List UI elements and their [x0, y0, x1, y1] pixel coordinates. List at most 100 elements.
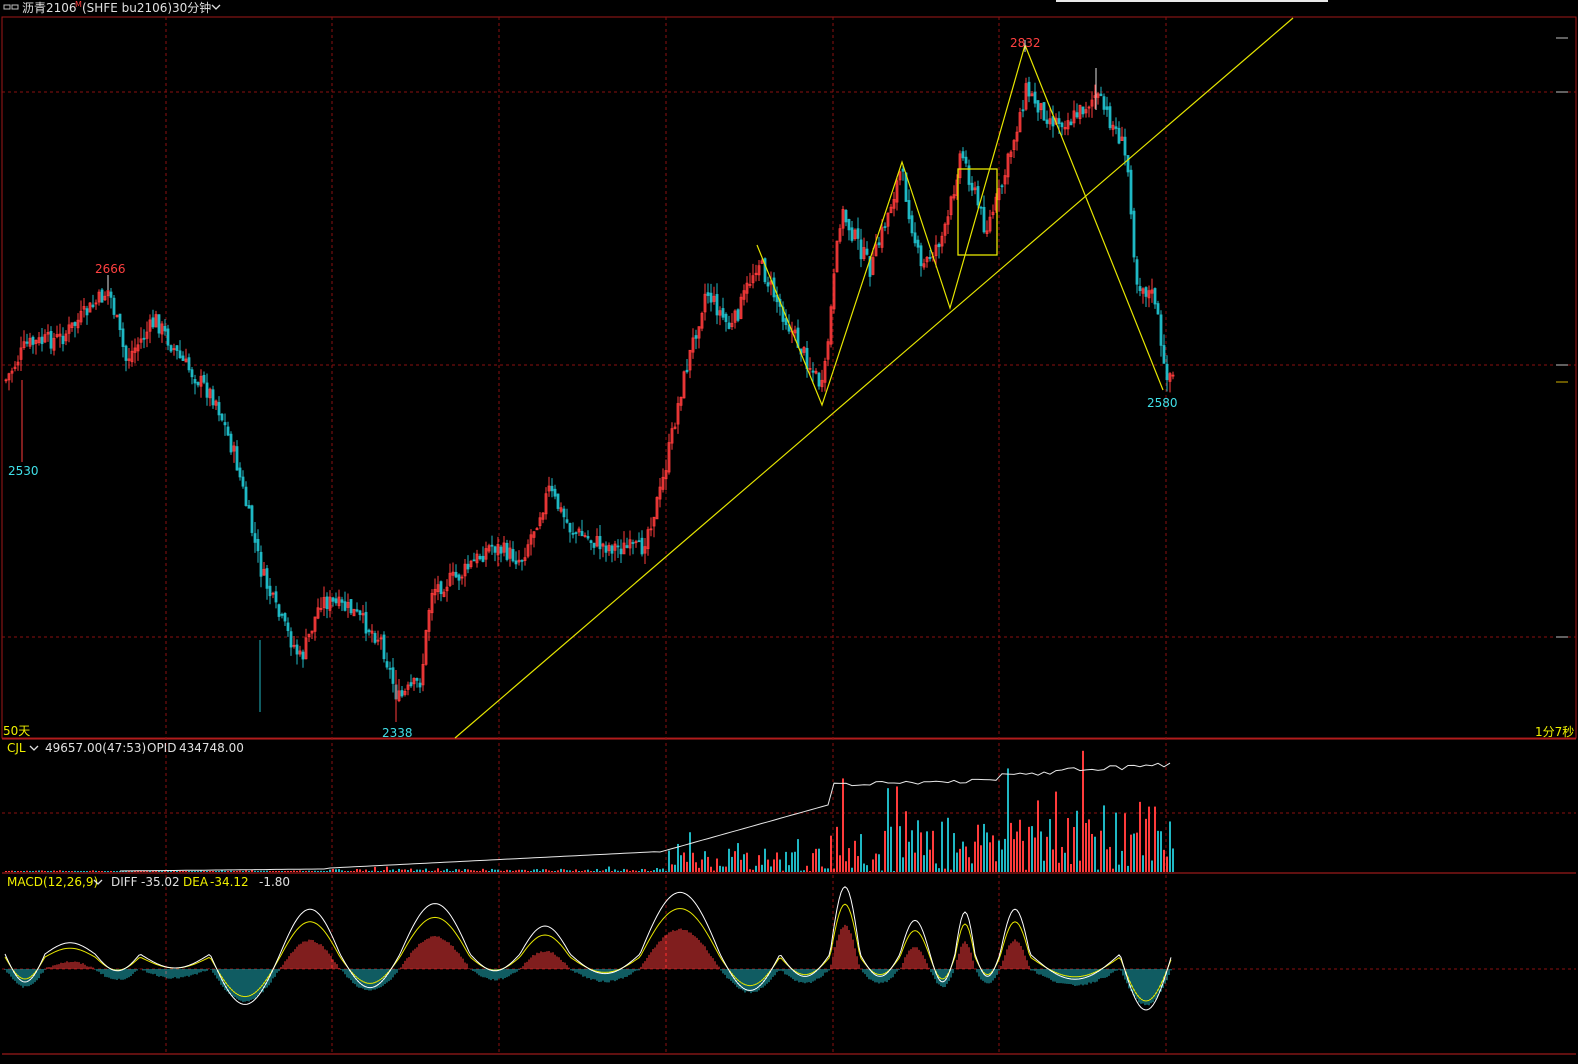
volume-bar [815, 848, 817, 872]
volume-bar [536, 869, 538, 872]
candle-body [844, 209, 848, 223]
candle-body [484, 548, 488, 560]
candle-body [1135, 259, 1139, 285]
candle-body [409, 682, 413, 687]
volume-bar [884, 830, 886, 872]
volume-indicator-name[interactable]: CJL [7, 741, 26, 755]
volume-bar [146, 871, 148, 872]
window-restore-icon[interactable] [3, 1, 19, 17]
candle-body [1120, 136, 1124, 141]
highlight-box [957, 168, 998, 256]
chevron-down-icon[interactable] [93, 876, 103, 892]
volume-bar [452, 871, 454, 872]
macd-indicator-name[interactable]: MACD(12,26,9) [7, 875, 99, 889]
volume-bar [1061, 846, 1063, 872]
candle-body [397, 690, 401, 702]
volume-bar [728, 848, 730, 872]
volume-bar [488, 871, 490, 872]
candle-body [841, 209, 845, 229]
candle-body [49, 331, 53, 349]
volume-bar [470, 870, 472, 872]
volume-bar [740, 859, 742, 872]
volume-bar [464, 869, 466, 872]
candle-body [4, 379, 8, 382]
volume-bar [263, 870, 265, 872]
volume-bar [938, 868, 940, 872]
candle-body [355, 609, 359, 612]
volume-bar [809, 871, 811, 872]
candle-body [391, 667, 395, 684]
candle-body [532, 531, 536, 538]
volume-bar [242, 871, 244, 872]
candle-body [1018, 112, 1022, 133]
chevron-down-icon[interactable] [29, 742, 39, 758]
volume-bar [1034, 837, 1036, 872]
volume-bar [1100, 830, 1102, 872]
volume-bar [194, 871, 196, 872]
candle-body [868, 256, 872, 277]
candle-body [997, 188, 1001, 201]
candle-body [958, 153, 962, 179]
volume-bar [641, 868, 643, 872]
candle-body [139, 338, 143, 343]
range-left-label: 50天 [3, 724, 31, 738]
chevron-down-icon[interactable] [211, 0, 221, 18]
candle-body [199, 375, 203, 387]
volume-bar [542, 869, 544, 872]
volume-bar [128, 871, 130, 872]
candle-body [748, 284, 752, 286]
candle-body [1144, 287, 1148, 297]
candle-body [694, 335, 698, 339]
volume-bar [260, 870, 262, 872]
volume-bar [767, 859, 769, 872]
candle-body [1099, 93, 1103, 97]
candle-body [658, 486, 662, 500]
high-label-1: 2666 [95, 262, 126, 276]
volume-bar [635, 870, 637, 872]
volume-bar [992, 835, 994, 872]
volume-bar [398, 868, 400, 872]
candle-body [1036, 100, 1040, 113]
candle-body [457, 574, 461, 581]
volume-bar [644, 869, 646, 872]
candle-body [1069, 121, 1073, 126]
candle-body [808, 368, 812, 370]
volume-bar [278, 871, 280, 872]
candle-body [112, 297, 116, 315]
candle-body [640, 537, 644, 555]
volume-bar [920, 832, 922, 872]
candle-body [913, 232, 917, 244]
scroll-indicator[interactable] [1056, 0, 1328, 2]
volume-bar [314, 870, 316, 872]
volume-bar [602, 870, 604, 872]
volume-value: 49657.00(47:53) [45, 741, 147, 755]
volume-bar [53, 870, 55, 872]
volume-bar [782, 870, 784, 872]
candle-body [676, 403, 680, 425]
volume-bar [383, 870, 385, 872]
candle-body [508, 547, 512, 559]
candle-body [661, 476, 665, 490]
period-selector[interactable]: 30分钟 [172, 1, 212, 15]
candle-body [202, 374, 206, 383]
symbol-name[interactable]: 沥青2106 [22, 1, 77, 15]
candle-body [679, 396, 683, 406]
volume-bar [131, 871, 133, 872]
volume-bar [647, 871, 649, 872]
volume-bar [23, 871, 25, 872]
volume-bar [1109, 846, 1111, 872]
volume-bar [752, 869, 754, 872]
candle-body [46, 332, 50, 335]
volume-bar [248, 871, 250, 872]
volume-bar [794, 851, 796, 872]
candle-body [922, 263, 926, 268]
volume-bar [416, 869, 418, 872]
candle-body [352, 608, 356, 617]
last-low-label: 2580 [1147, 396, 1178, 410]
candle-body [1048, 118, 1052, 125]
volume-bar [983, 823, 985, 872]
candle-body [946, 216, 950, 225]
candle-body [61, 335, 65, 345]
volume-bar [83, 871, 85, 872]
